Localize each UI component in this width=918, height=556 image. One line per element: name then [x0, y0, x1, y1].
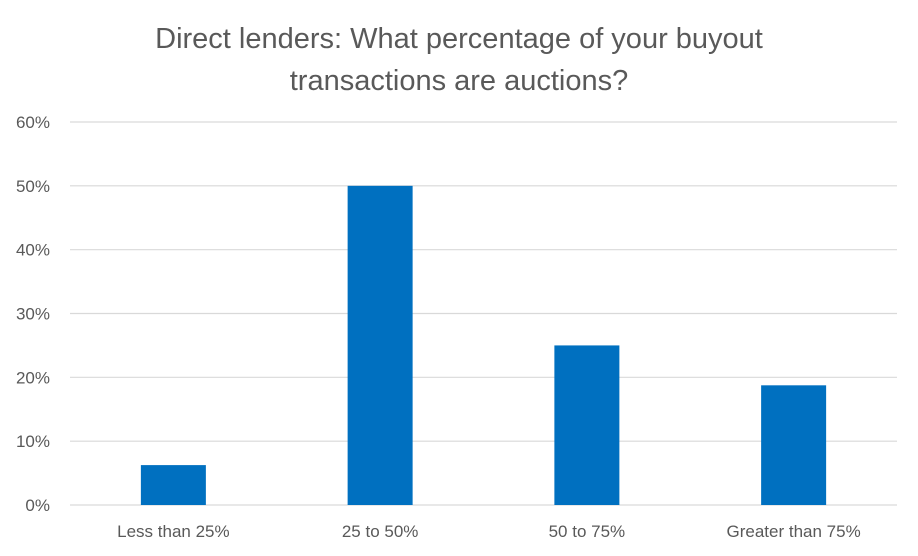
y-tick-label-0: 0% [25, 496, 50, 515]
y-tick-label-5: 50% [16, 177, 50, 196]
y-tick-label-3: 30% [16, 305, 50, 324]
bar-2 [554, 345, 620, 505]
y-tick-label-4: 40% [16, 241, 50, 260]
bar-3 [761, 385, 827, 505]
x-category-label-3: Greater than 75% [727, 522, 861, 541]
x-category-label-1: 25 to 50% [342, 522, 419, 541]
chart-title-line-1: Direct lenders: What percentage of your … [155, 23, 763, 55]
bar-1 [347, 185, 413, 506]
x-category-label-0: Less than 25% [117, 522, 229, 541]
y-tick-label-1: 10% [16, 432, 50, 451]
y-tick-label-2: 20% [16, 368, 50, 387]
y-tick-label-6: 60% [16, 113, 50, 132]
chart-title: Direct lenders: What percentage of your … [0, 18, 918, 102]
bar-0 [140, 465, 206, 505]
x-category-label-2: 50 to 75% [549, 522, 626, 541]
chart-title-line-2: transactions are auctions? [289, 65, 629, 97]
